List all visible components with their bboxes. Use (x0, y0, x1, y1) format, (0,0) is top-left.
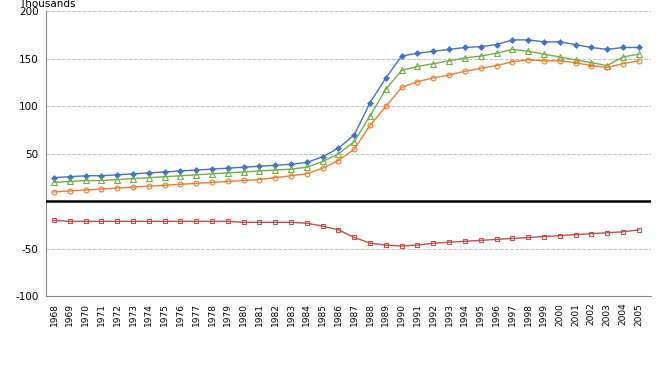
Text: Thousands: Thousands (19, 0, 75, 8)
